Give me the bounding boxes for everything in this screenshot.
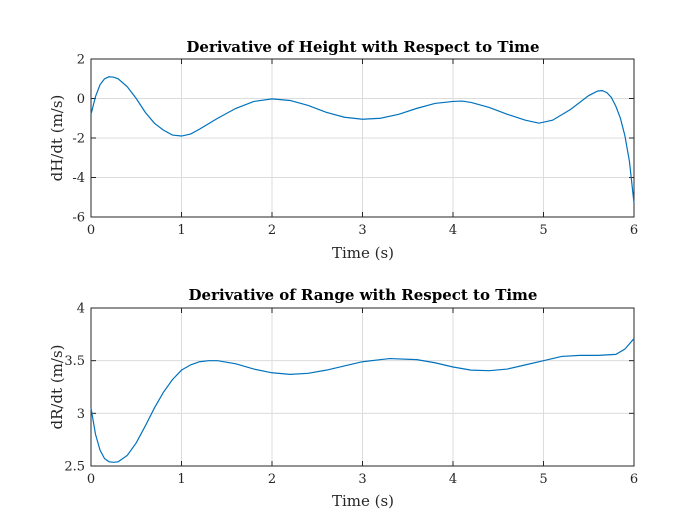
x-tick-label: 4: [449, 223, 457, 238]
y-tick-label: 2.5: [64, 460, 85, 475]
y-tick-label: 4: [77, 302, 85, 317]
x-axis-label: Time (s): [332, 244, 394, 262]
grid: [91, 59, 634, 217]
chart-title: Derivative of Range with Respect to Time: [189, 286, 538, 304]
x-tick-label: 2: [268, 472, 276, 487]
x-tick-label: 3: [358, 472, 366, 487]
x-tick-label: 6: [630, 472, 638, 487]
y-tick-label: 3: [77, 407, 85, 422]
y-tick-label: 2: [77, 53, 85, 68]
x-tick-label: 3: [358, 223, 366, 238]
x-axis-label: Time (s): [332, 492, 394, 510]
x-tick-label: 0: [87, 472, 95, 487]
chart-range-derivative: Derivative of Range with Respect to Time…: [48, 286, 638, 510]
x-tick-label: 0: [87, 223, 95, 238]
x-tick-label: 5: [539, 472, 547, 487]
y-tick-label: -2: [72, 132, 85, 147]
x-tick-label: 1: [177, 223, 185, 238]
axis-ticks: 0 1 2 3 4 5 6 2.5 3 3.5 4: [64, 302, 638, 488]
y-tick-label: 0: [77, 92, 85, 107]
chart-height-derivative: Derivative of Height with Respect to Tim…: [48, 38, 638, 262]
x-tick-label: 1: [177, 472, 185, 487]
y-axis-label: dR/dt (m/s): [48, 344, 66, 429]
y-tick-label: 3.5: [64, 354, 85, 369]
y-axis-label: dH/dt (m/s): [48, 95, 66, 182]
y-tick-label: -6: [72, 211, 85, 226]
x-tick-label: 5: [539, 223, 547, 238]
chart-title: Derivative of Height with Respect to Tim…: [186, 38, 539, 56]
x-tick-label: 2: [268, 223, 276, 238]
series-line: [90, 76, 635, 204]
series-line: [90, 338, 635, 463]
y-tick-label: -4: [72, 171, 85, 186]
x-tick-label: 6: [630, 223, 638, 238]
axis-ticks: 0 1 2 3 4 5 6 -6 -4 -2 0 2: [72, 53, 638, 239]
x-tick-label: 4: [449, 472, 457, 487]
